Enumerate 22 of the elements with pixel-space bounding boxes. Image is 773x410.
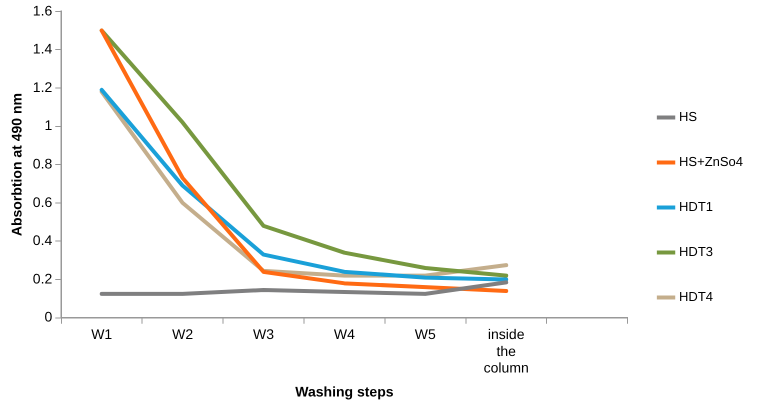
legend-label: HDT1 bbox=[679, 199, 713, 214]
x-tick-label: W4 bbox=[334, 326, 356, 342]
legend-label: HS+ZnSo4 bbox=[679, 154, 743, 170]
y-tick-label: 0.6 bbox=[32, 194, 52, 210]
x-tick-label: W2 bbox=[172, 326, 194, 342]
legend-label: HDT3 bbox=[679, 244, 713, 260]
y-tick-label: 1.2 bbox=[32, 78, 52, 95]
x-tick-label: W5 bbox=[414, 326, 436, 342]
legend-label: HDT4 bbox=[679, 289, 713, 304]
y-tick-label: 1 bbox=[44, 117, 52, 134]
x-tick-label: W3 bbox=[253, 326, 274, 342]
y-tick-label: 0.2 bbox=[32, 270, 52, 286]
y-tick-label: 0.4 bbox=[32, 232, 52, 248]
y-tick-label: 1.4 bbox=[32, 40, 52, 57]
x-tick-label: W1 bbox=[91, 326, 112, 342]
y-tick-label: 0.8 bbox=[32, 155, 52, 172]
y-tick-label: 0 bbox=[44, 308, 52, 325]
x-tick-label: inside the column bbox=[484, 326, 529, 376]
x-axis-title: Washing steps bbox=[295, 383, 394, 400]
y-tick-label: 1.6 bbox=[32, 2, 52, 18]
y-axis-title: Absorbtion at 490 nm bbox=[8, 93, 24, 236]
legend-label: HS bbox=[679, 109, 698, 124]
